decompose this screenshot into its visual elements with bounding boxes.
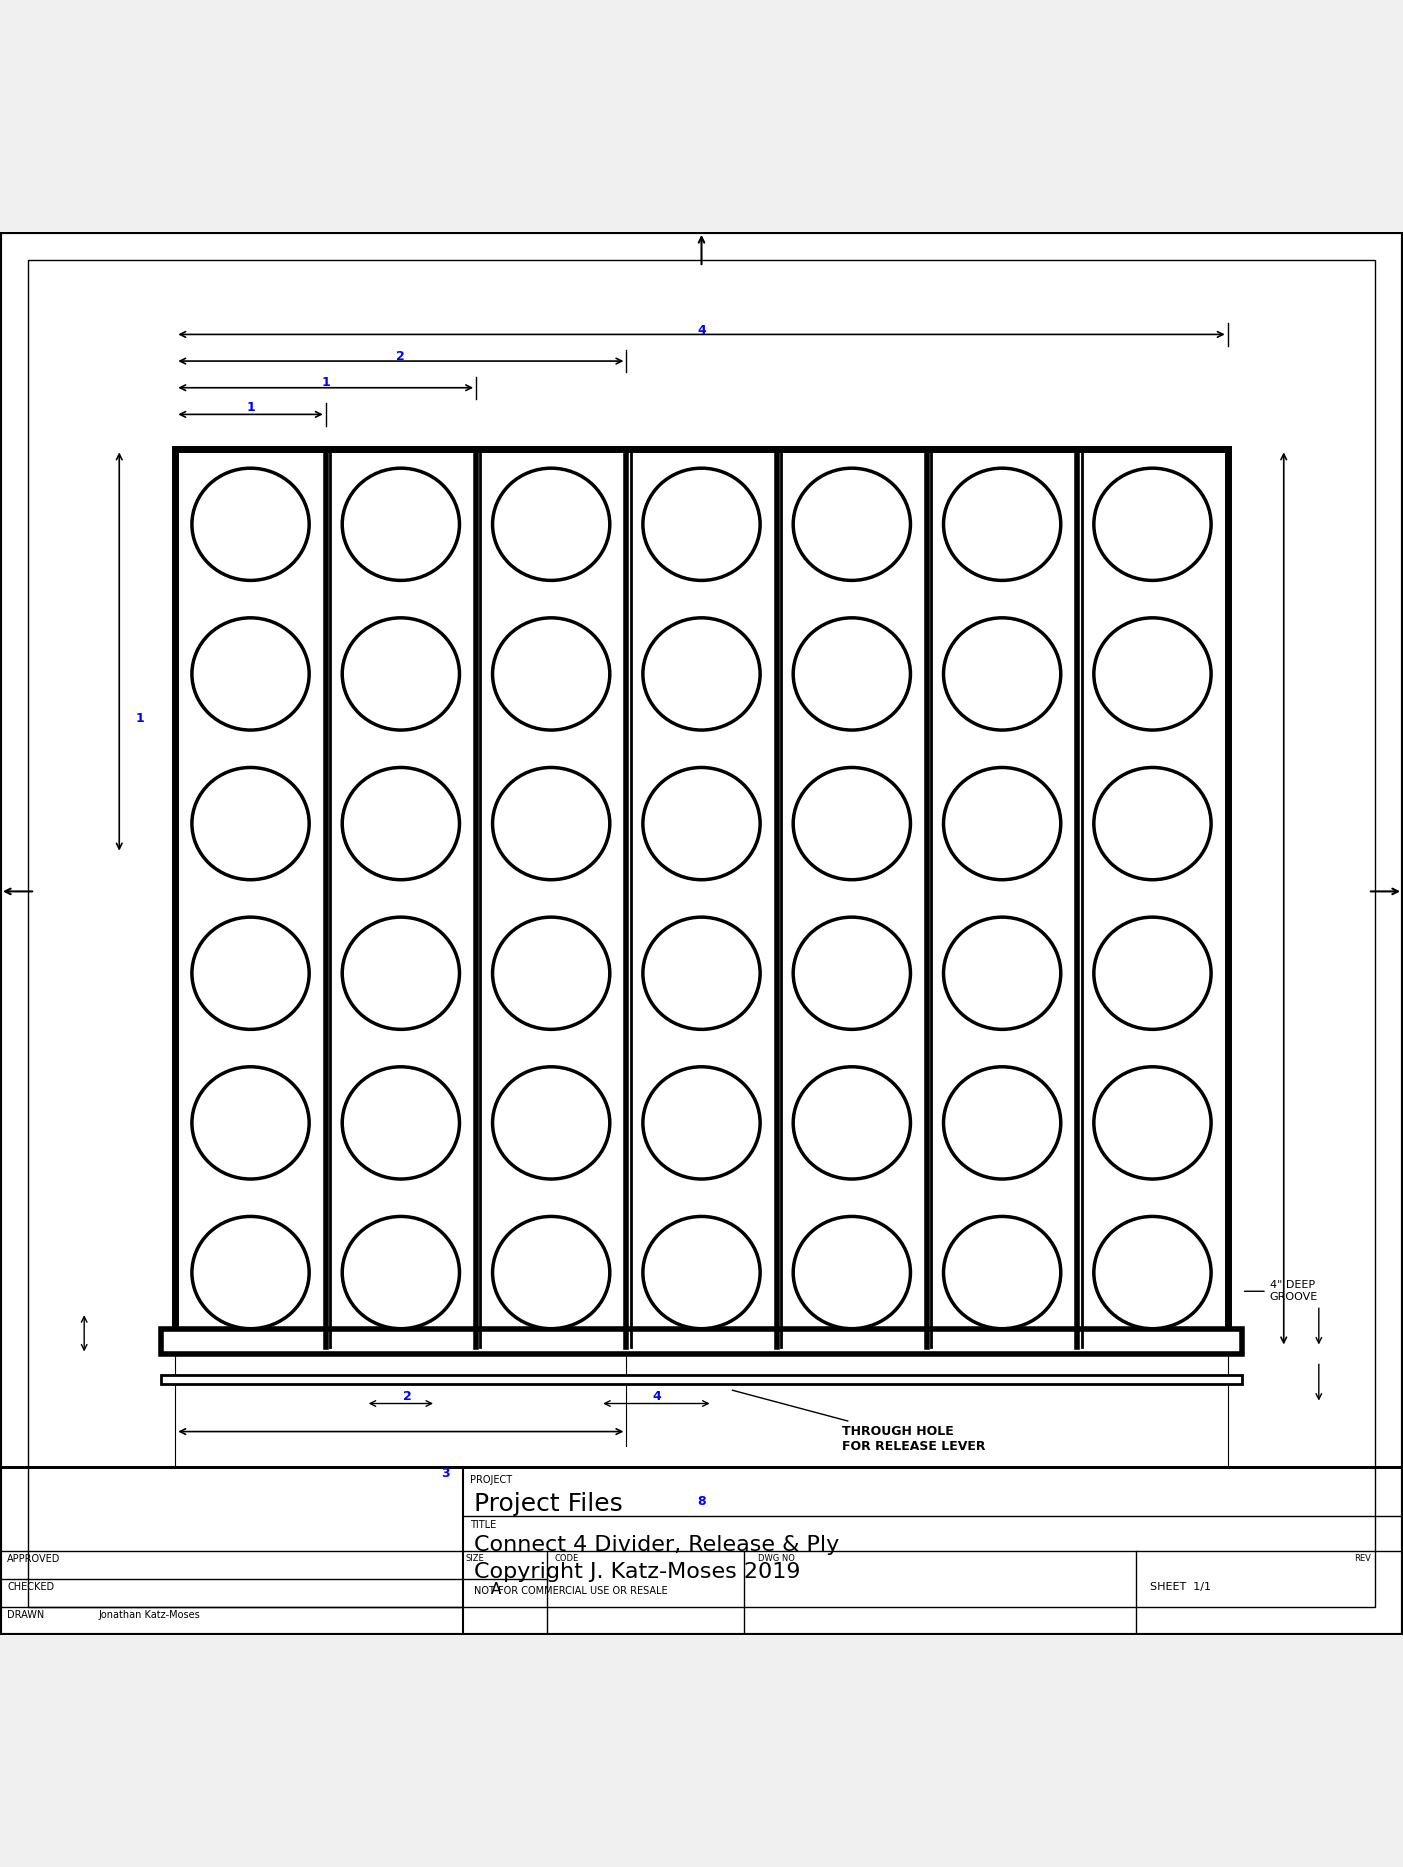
Text: Jonathan Katz-Moses: Jonathan Katz-Moses	[98, 1609, 201, 1621]
Ellipse shape	[793, 1217, 911, 1329]
Ellipse shape	[943, 618, 1061, 730]
Ellipse shape	[492, 917, 610, 1029]
Ellipse shape	[643, 1066, 760, 1180]
Text: SHEET  1/1: SHEET 1/1	[1150, 1581, 1211, 1593]
Ellipse shape	[943, 767, 1061, 879]
Text: A: A	[491, 1581, 501, 1596]
Text: REV: REV	[1354, 1553, 1371, 1563]
Ellipse shape	[342, 1066, 459, 1180]
Ellipse shape	[643, 917, 760, 1029]
Text: 8: 8	[697, 1495, 706, 1509]
Text: 2: 2	[404, 1391, 412, 1402]
Ellipse shape	[342, 618, 459, 730]
Text: 4" DEEP
GROOVE: 4" DEEP GROOVE	[1244, 1281, 1317, 1301]
Ellipse shape	[342, 469, 459, 581]
Ellipse shape	[492, 1066, 610, 1180]
Text: Copyright J. Katz-Moses 2019: Copyright J. Katz-Moses 2019	[474, 1563, 801, 1581]
Ellipse shape	[793, 917, 911, 1029]
Ellipse shape	[492, 469, 610, 581]
Bar	[161, 1329, 1242, 1354]
Bar	[161, 1376, 1242, 1383]
Text: THROUGH HOLE
FOR RELEASE LEVER: THROUGH HOLE FOR RELEASE LEVER	[732, 1391, 985, 1453]
Ellipse shape	[643, 618, 760, 730]
Ellipse shape	[342, 767, 459, 879]
Bar	[0, 1467, 1403, 1635]
Bar	[175, 450, 1228, 1348]
Text: 3: 3	[442, 1467, 450, 1481]
Ellipse shape	[943, 1066, 1061, 1180]
Text: 4: 4	[652, 1391, 661, 1402]
Text: 4: 4	[697, 323, 706, 336]
Text: NOT FOR COMMERCIAL USE OR RESALE: NOT FOR COMMERCIAL USE OR RESALE	[474, 1585, 668, 1596]
Ellipse shape	[943, 469, 1061, 581]
Text: CODE: CODE	[554, 1553, 578, 1563]
Ellipse shape	[1094, 1066, 1211, 1180]
Ellipse shape	[192, 618, 309, 730]
Text: 1: 1	[136, 713, 145, 726]
Ellipse shape	[793, 469, 911, 581]
Ellipse shape	[192, 917, 309, 1029]
Ellipse shape	[492, 767, 610, 879]
Ellipse shape	[1094, 767, 1211, 879]
Ellipse shape	[192, 469, 309, 581]
Ellipse shape	[943, 917, 1061, 1029]
Ellipse shape	[192, 767, 309, 879]
Text: PROJECT: PROJECT	[470, 1475, 512, 1484]
Text: APPROVED: APPROVED	[7, 1553, 60, 1565]
Ellipse shape	[492, 618, 610, 730]
Ellipse shape	[1094, 618, 1211, 730]
Text: 1: 1	[321, 375, 330, 388]
Text: 2: 2	[397, 351, 405, 364]
Ellipse shape	[1094, 1217, 1211, 1329]
Ellipse shape	[492, 1217, 610, 1329]
Ellipse shape	[1094, 469, 1211, 581]
Ellipse shape	[643, 1217, 760, 1329]
Ellipse shape	[1094, 917, 1211, 1029]
Text: 1: 1	[246, 401, 255, 414]
Text: TITLE: TITLE	[470, 1520, 497, 1529]
Ellipse shape	[793, 1066, 911, 1180]
Text: Connect 4 Divider, Release & Ply: Connect 4 Divider, Release & Ply	[474, 1535, 839, 1555]
Ellipse shape	[192, 1066, 309, 1180]
Text: DWG NO: DWG NO	[758, 1553, 794, 1563]
Ellipse shape	[793, 618, 911, 730]
Text: SIZE: SIZE	[466, 1553, 484, 1563]
Bar	[0, 232, 1403, 1467]
Ellipse shape	[342, 1217, 459, 1329]
Ellipse shape	[943, 1217, 1061, 1329]
Ellipse shape	[192, 1217, 309, 1329]
Ellipse shape	[342, 917, 459, 1029]
Ellipse shape	[643, 767, 760, 879]
Text: Project Files: Project Files	[474, 1492, 623, 1516]
Ellipse shape	[793, 767, 911, 879]
Text: CHECKED: CHECKED	[7, 1581, 55, 1593]
Ellipse shape	[643, 469, 760, 581]
Text: DRAWN: DRAWN	[7, 1609, 45, 1621]
